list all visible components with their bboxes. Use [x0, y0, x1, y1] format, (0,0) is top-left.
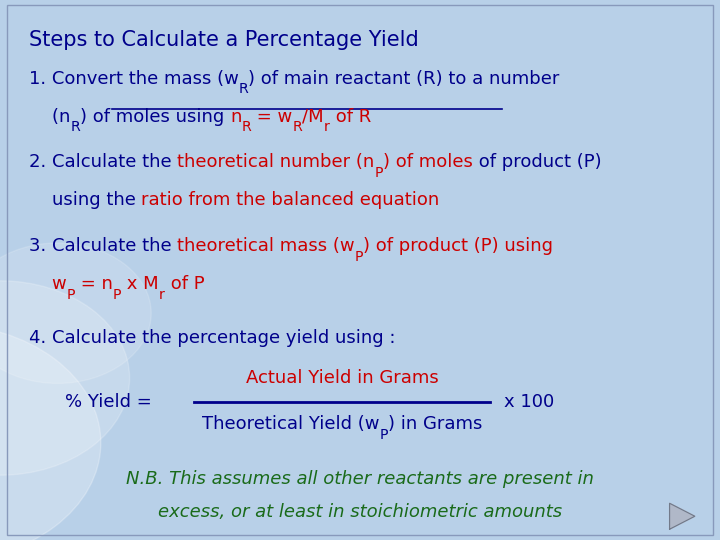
Text: 2. Calculate the: 2. Calculate the	[29, 153, 177, 171]
Text: ) of moles using: ) of moles using	[80, 107, 230, 125]
Text: = w: = w	[251, 107, 292, 125]
Text: 3. Calculate the: 3. Calculate the	[29, 237, 177, 255]
Text: P: P	[355, 250, 364, 264]
Text: of R: of R	[330, 107, 371, 125]
Text: r: r	[324, 120, 330, 134]
Text: n: n	[230, 107, 241, 125]
Text: Actual Yield in Grams: Actual Yield in Grams	[246, 369, 438, 387]
Text: r: r	[159, 288, 165, 302]
Text: P: P	[113, 288, 122, 302]
Text: x M: x M	[122, 275, 159, 293]
Text: x 100: x 100	[504, 393, 554, 411]
Text: R: R	[238, 83, 248, 97]
Text: excess, or at least in stoichiometric amounts: excess, or at least in stoichiometric am…	[158, 503, 562, 521]
Text: = n: = n	[75, 275, 113, 293]
Text: (n: (n	[29, 107, 70, 125]
Text: P: P	[374, 166, 383, 180]
Text: ) of main reactant (R) to a number: ) of main reactant (R) to a number	[248, 70, 560, 87]
Text: ) of product (P) using: ) of product (P) using	[364, 237, 553, 255]
Text: ) of moles: ) of moles	[383, 153, 473, 171]
Text: of product (P): of product (P)	[473, 153, 601, 171]
Text: R: R	[292, 120, 302, 134]
Text: of P: of P	[165, 275, 204, 293]
Text: 1. Convert the mass (w: 1. Convert the mass (w	[29, 70, 238, 87]
Text: P: P	[66, 288, 75, 302]
Text: theoretical number (n: theoretical number (n	[177, 153, 374, 171]
Text: R: R	[241, 120, 251, 134]
Text: ) in Grams: ) in Grams	[388, 415, 482, 433]
Text: w: w	[29, 275, 66, 293]
Text: Steps to Calculate a Percentage Yield: Steps to Calculate a Percentage Yield	[29, 30, 418, 50]
Polygon shape	[670, 503, 695, 529]
Text: % Yield =: % Yield =	[65, 393, 157, 411]
Text: N.B. This assumes all other reactants are present in: N.B. This assumes all other reactants ar…	[126, 470, 594, 488]
Text: using the: using the	[29, 191, 141, 209]
Circle shape	[0, 281, 130, 475]
Text: R: R	[70, 120, 80, 134]
Text: /M: /M	[302, 107, 324, 125]
Text: theoretical mass (w: theoretical mass (w	[177, 237, 355, 255]
Text: P: P	[379, 428, 388, 442]
Text: ratio from the balanced equation: ratio from the balanced equation	[141, 191, 440, 209]
Text: Theoretical Yield (w: Theoretical Yield (w	[202, 415, 379, 433]
Circle shape	[0, 324, 101, 540]
Circle shape	[0, 243, 151, 383]
Text: 4. Calculate the percentage yield using :: 4. Calculate the percentage yield using …	[29, 329, 395, 347]
